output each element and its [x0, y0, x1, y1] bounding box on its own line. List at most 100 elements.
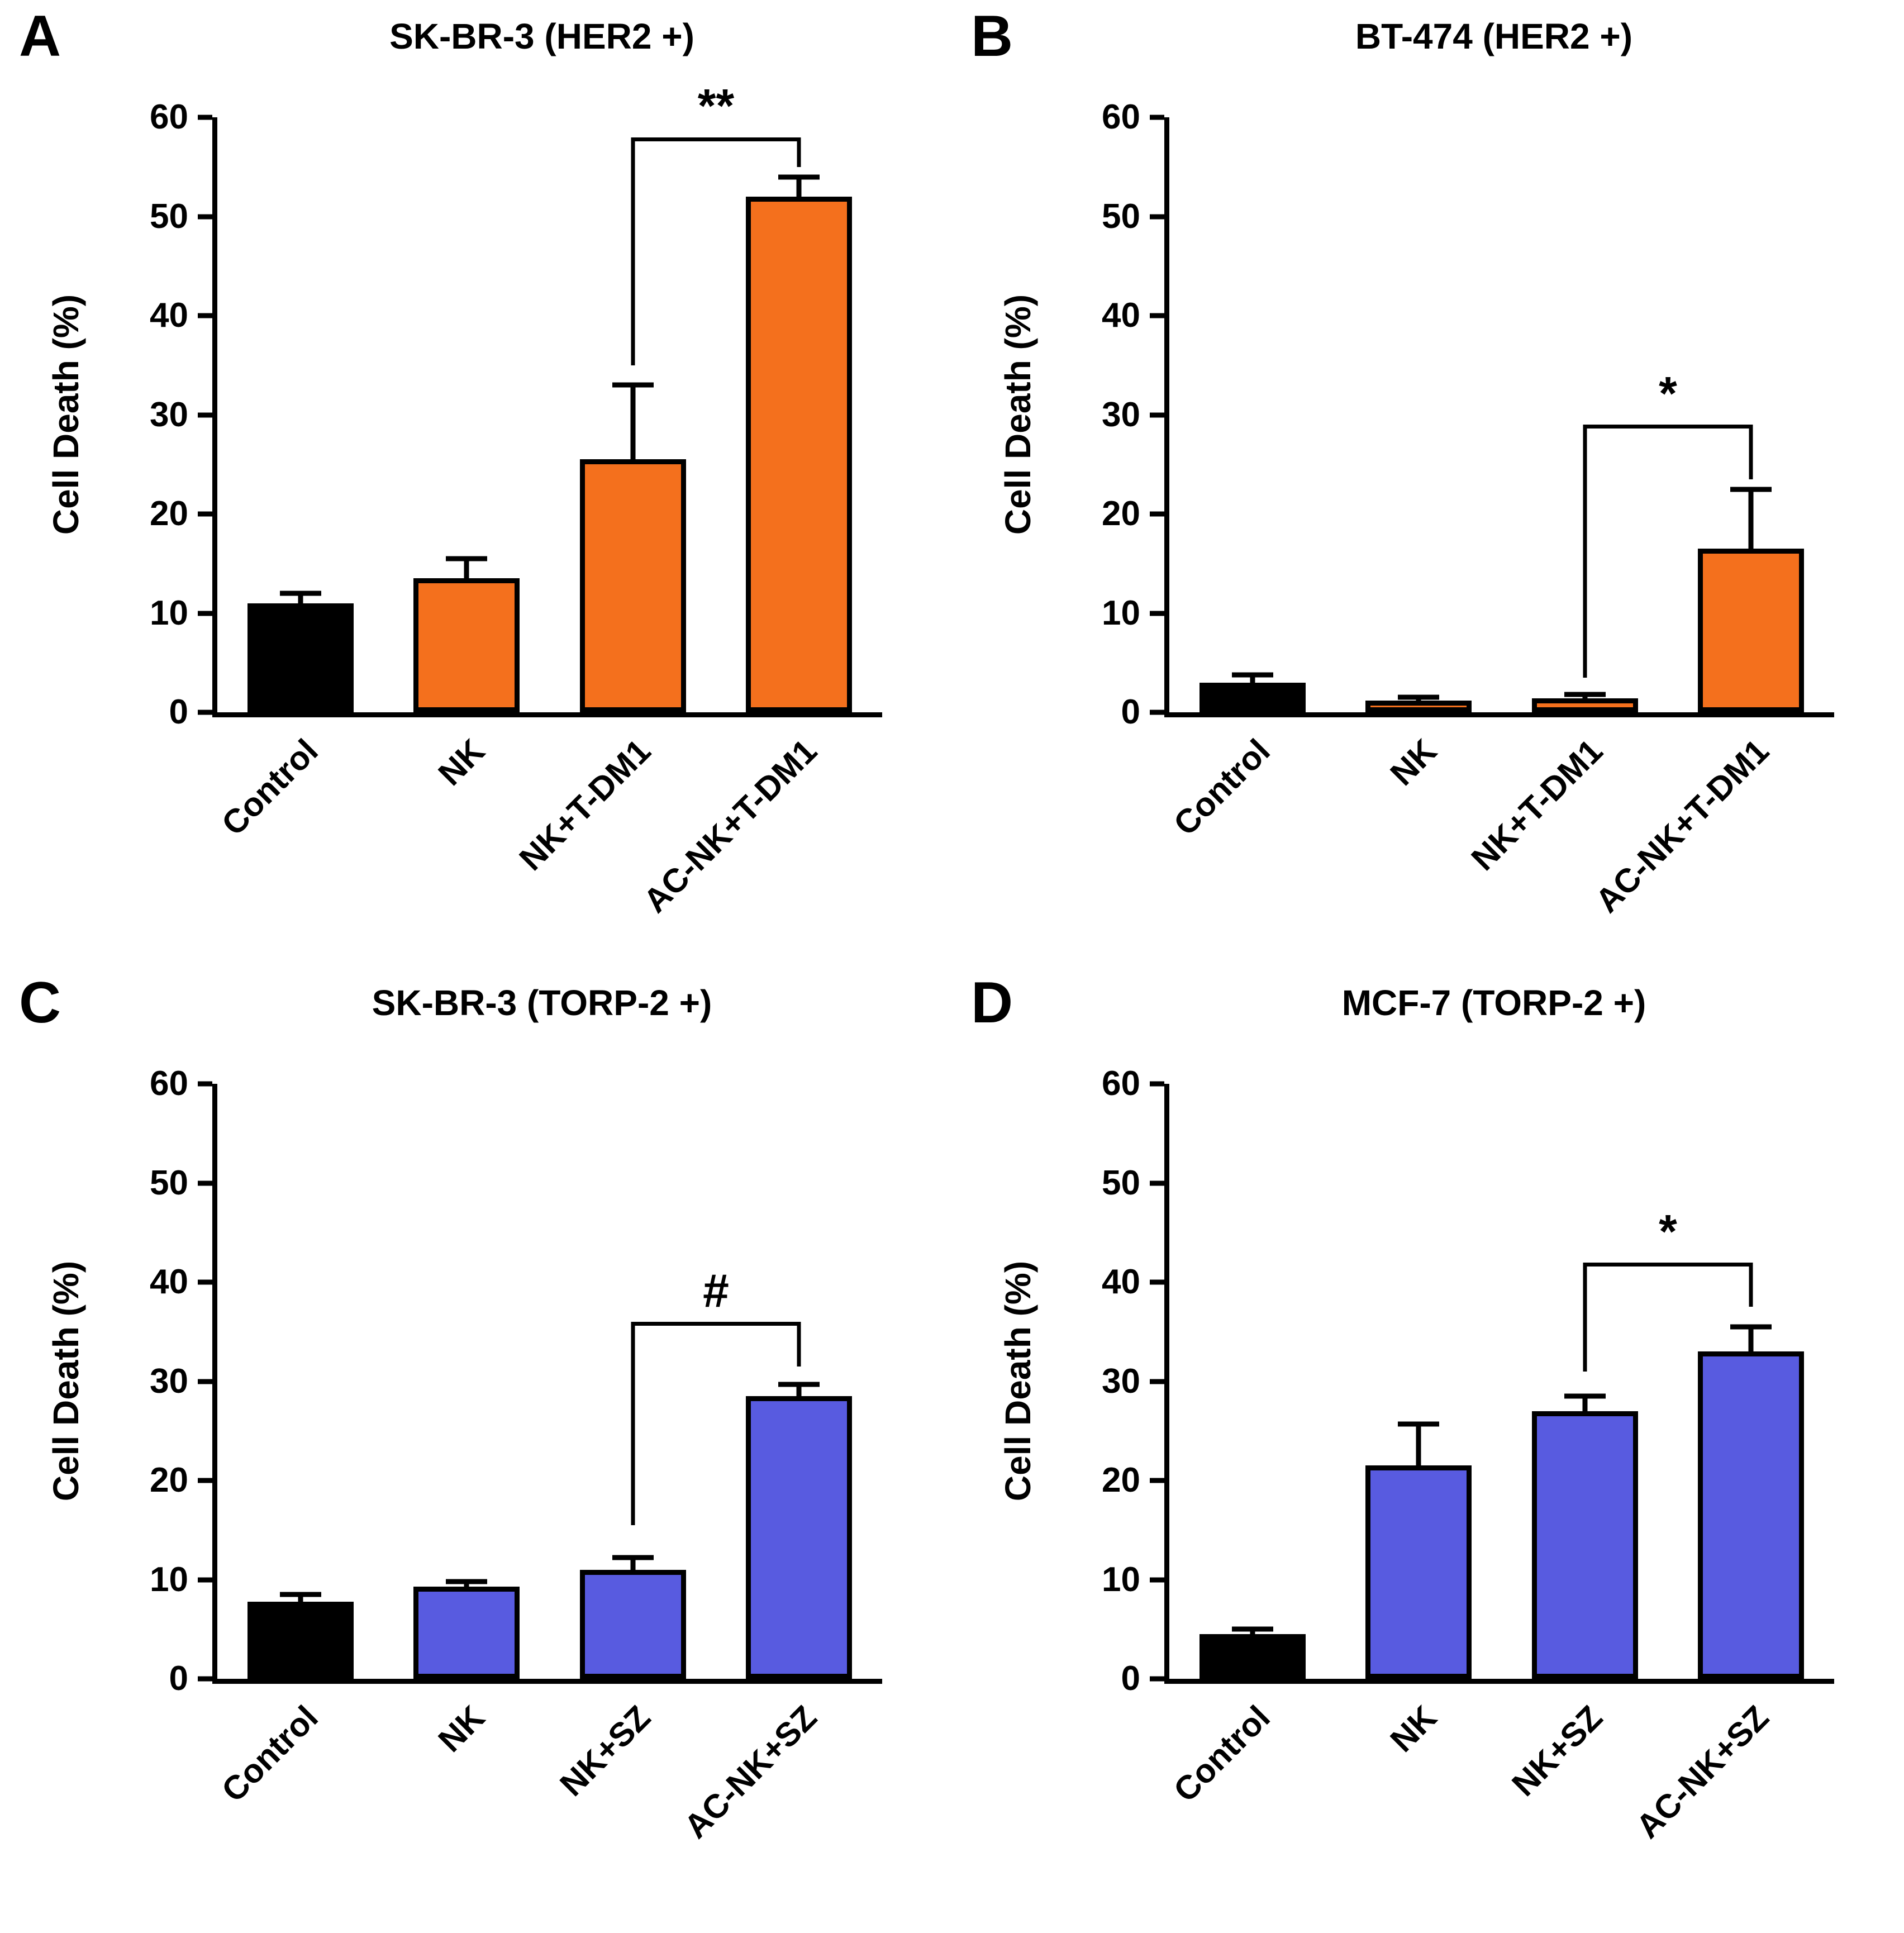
panel-b: B BT-474 (HER2 +) Cell Death (%) 0 10 20 30… [952, 0, 1904, 966]
error-bar-whisker [1582, 1396, 1588, 1411]
y-axis-tick-label: 60 [150, 1064, 188, 1103]
bar [1531, 698, 1638, 712]
significance-bracket-right-leg [1749, 425, 1753, 479]
x-axis-label: Control [1167, 1698, 1278, 1810]
x-axis-label: NK+T-DM1 [512, 732, 658, 878]
x-axis-label: Control [215, 1698, 326, 1810]
x-axis-label: NK [1383, 1698, 1444, 1759]
significance-bracket-right-leg [797, 1322, 801, 1367]
error-bar-whisker [630, 385, 636, 460]
y-axis-tick [1150, 1379, 1164, 1384]
y-axis-tick [198, 1478, 212, 1483]
error-bar-whisker [630, 1558, 636, 1570]
bar [247, 603, 354, 712]
bar [746, 197, 853, 712]
significance-bracket-right-leg [1749, 1262, 1753, 1307]
bar [413, 578, 520, 712]
panel-letter: A [19, 4, 61, 69]
y-axis-tick [198, 1577, 212, 1582]
plot-area: 0 10 20 30 40 50 60 Control NK NK+T-DM1 AC-NK+T-DM… [1102, 100, 1834, 920]
error-bar-whisker [298, 593, 303, 603]
y-axis-tick-label: 30 [150, 1361, 188, 1401]
y-axis-tick-label: 60 [150, 98, 188, 136]
bar [1199, 1634, 1306, 1679]
significance-bracket-left-leg [631, 1322, 635, 1525]
significance-label: # [703, 1264, 729, 1317]
y-axis-tick-label: 20 [1102, 494, 1140, 533]
x-axis-label: NK+T-DM1 [1464, 732, 1610, 878]
error-bar-whisker [796, 1384, 802, 1397]
chart-title: SK-BR-3 (TORP-2 +) [372, 983, 712, 1023]
significance-bracket-bar [632, 137, 799, 141]
y-axis-tick-label: 10 [1102, 1560, 1140, 1599]
error-bar-cap [279, 1592, 321, 1597]
panel-letter: B [971, 4, 1013, 69]
error-bar-whisker [1748, 1326, 1754, 1352]
y-axis-tick-label: 20 [1102, 1461, 1140, 1499]
plot-area: 0 10 20 30 40 50 60 Control NK NK+T-DM1 AC-NK+T-DM… [150, 82, 882, 920]
y-axis-tick [198, 1279, 212, 1285]
bar [1199, 682, 1306, 712]
error-bar-whisker [1250, 674, 1255, 683]
y-axis-tick-label: 20 [150, 494, 188, 533]
bar [1365, 1465, 1472, 1679]
error-bar-whisker [796, 177, 802, 197]
bar [746, 1396, 853, 1679]
significance-bracket-left-leg [1583, 1262, 1587, 1372]
y-axis-tick [198, 313, 212, 318]
significance-bracket-bar [1584, 1262, 1751, 1267]
y-axis-tick [1150, 115, 1164, 120]
y-axis-tick-label: 50 [150, 1163, 188, 1202]
y-axis-tick-label: 40 [150, 296, 188, 335]
y-axis-tick [198, 1180, 212, 1185]
y-axis-tick-label: 0 [1121, 1659, 1140, 1698]
panel-letter: D [971, 970, 1013, 1035]
y-axis-tick [1150, 1279, 1164, 1285]
error-bar-cap [1398, 1421, 1440, 1427]
y-axis-label: Cell Death (%) [46, 294, 86, 535]
chart-title: BT-474 (HER2 +) [1355, 16, 1633, 56]
error-bar-cap [1730, 1324, 1772, 1330]
y-axis-tick-label: 0 [1121, 693, 1140, 731]
y-axis-tick-label: 10 [1102, 593, 1140, 632]
x-axis-label: Control [215, 732, 326, 843]
significance-label: * [1659, 1204, 1677, 1258]
y-axis-tick [1150, 412, 1164, 417]
significance-bracket-left-leg [1583, 425, 1587, 678]
y-axis-tick-label: 0 [169, 1659, 188, 1698]
error-bar-cap [1398, 694, 1440, 700]
bar [579, 1569, 686, 1679]
panel-c: C SK-BR-3 (TORP-2 +) Cell Death (%) 0 10 2… [0, 966, 952, 1933]
significance-bracket-left-leg [631, 137, 635, 365]
error-bar-cap [1231, 672, 1273, 678]
y-axis-tick-label: 40 [1102, 1263, 1140, 1301]
y-axis-tick [1150, 1478, 1164, 1483]
y-axis-tick [1150, 1180, 1164, 1185]
bar [247, 1601, 354, 1679]
error-bar-cap [446, 556, 488, 561]
y-axis-label: Cell Death (%) [998, 294, 1038, 535]
significance-bracket-bar [1584, 425, 1751, 429]
bar [1531, 1411, 1638, 1679]
error-bar-cap [778, 1382, 820, 1387]
y-axis-tick [198, 710, 212, 715]
x-axis-label: NK [1383, 732, 1444, 793]
error-bar-cap [1730, 487, 1772, 492]
x-axis-label: AC-NK+T-DM1 [1588, 732, 1776, 920]
bar [1698, 1351, 1805, 1679]
y-axis-tick-label: 40 [1102, 296, 1140, 335]
y-axis-tick-label: 10 [150, 593, 188, 632]
y-axis-tick-label: 30 [150, 395, 188, 434]
y-axis-tick [1150, 1676, 1164, 1682]
bar [1365, 700, 1472, 712]
y-axis-tick [198, 611, 212, 616]
y-axis-tick [1150, 511, 1164, 517]
chart-title: SK-BR-3 (HER2 +) [389, 16, 694, 56]
error-bar-cap [279, 591, 321, 596]
significance-label: * [1659, 367, 1677, 420]
chart-title: MCF-7 (TORP-2 +) [1341, 983, 1646, 1023]
x-axis-label: NK [431, 1698, 492, 1759]
y-axis-tick-label: 60 [1102, 1064, 1140, 1103]
error-bar-cap [1564, 1393, 1606, 1399]
y-axis-tick-label: 40 [150, 1263, 188, 1301]
